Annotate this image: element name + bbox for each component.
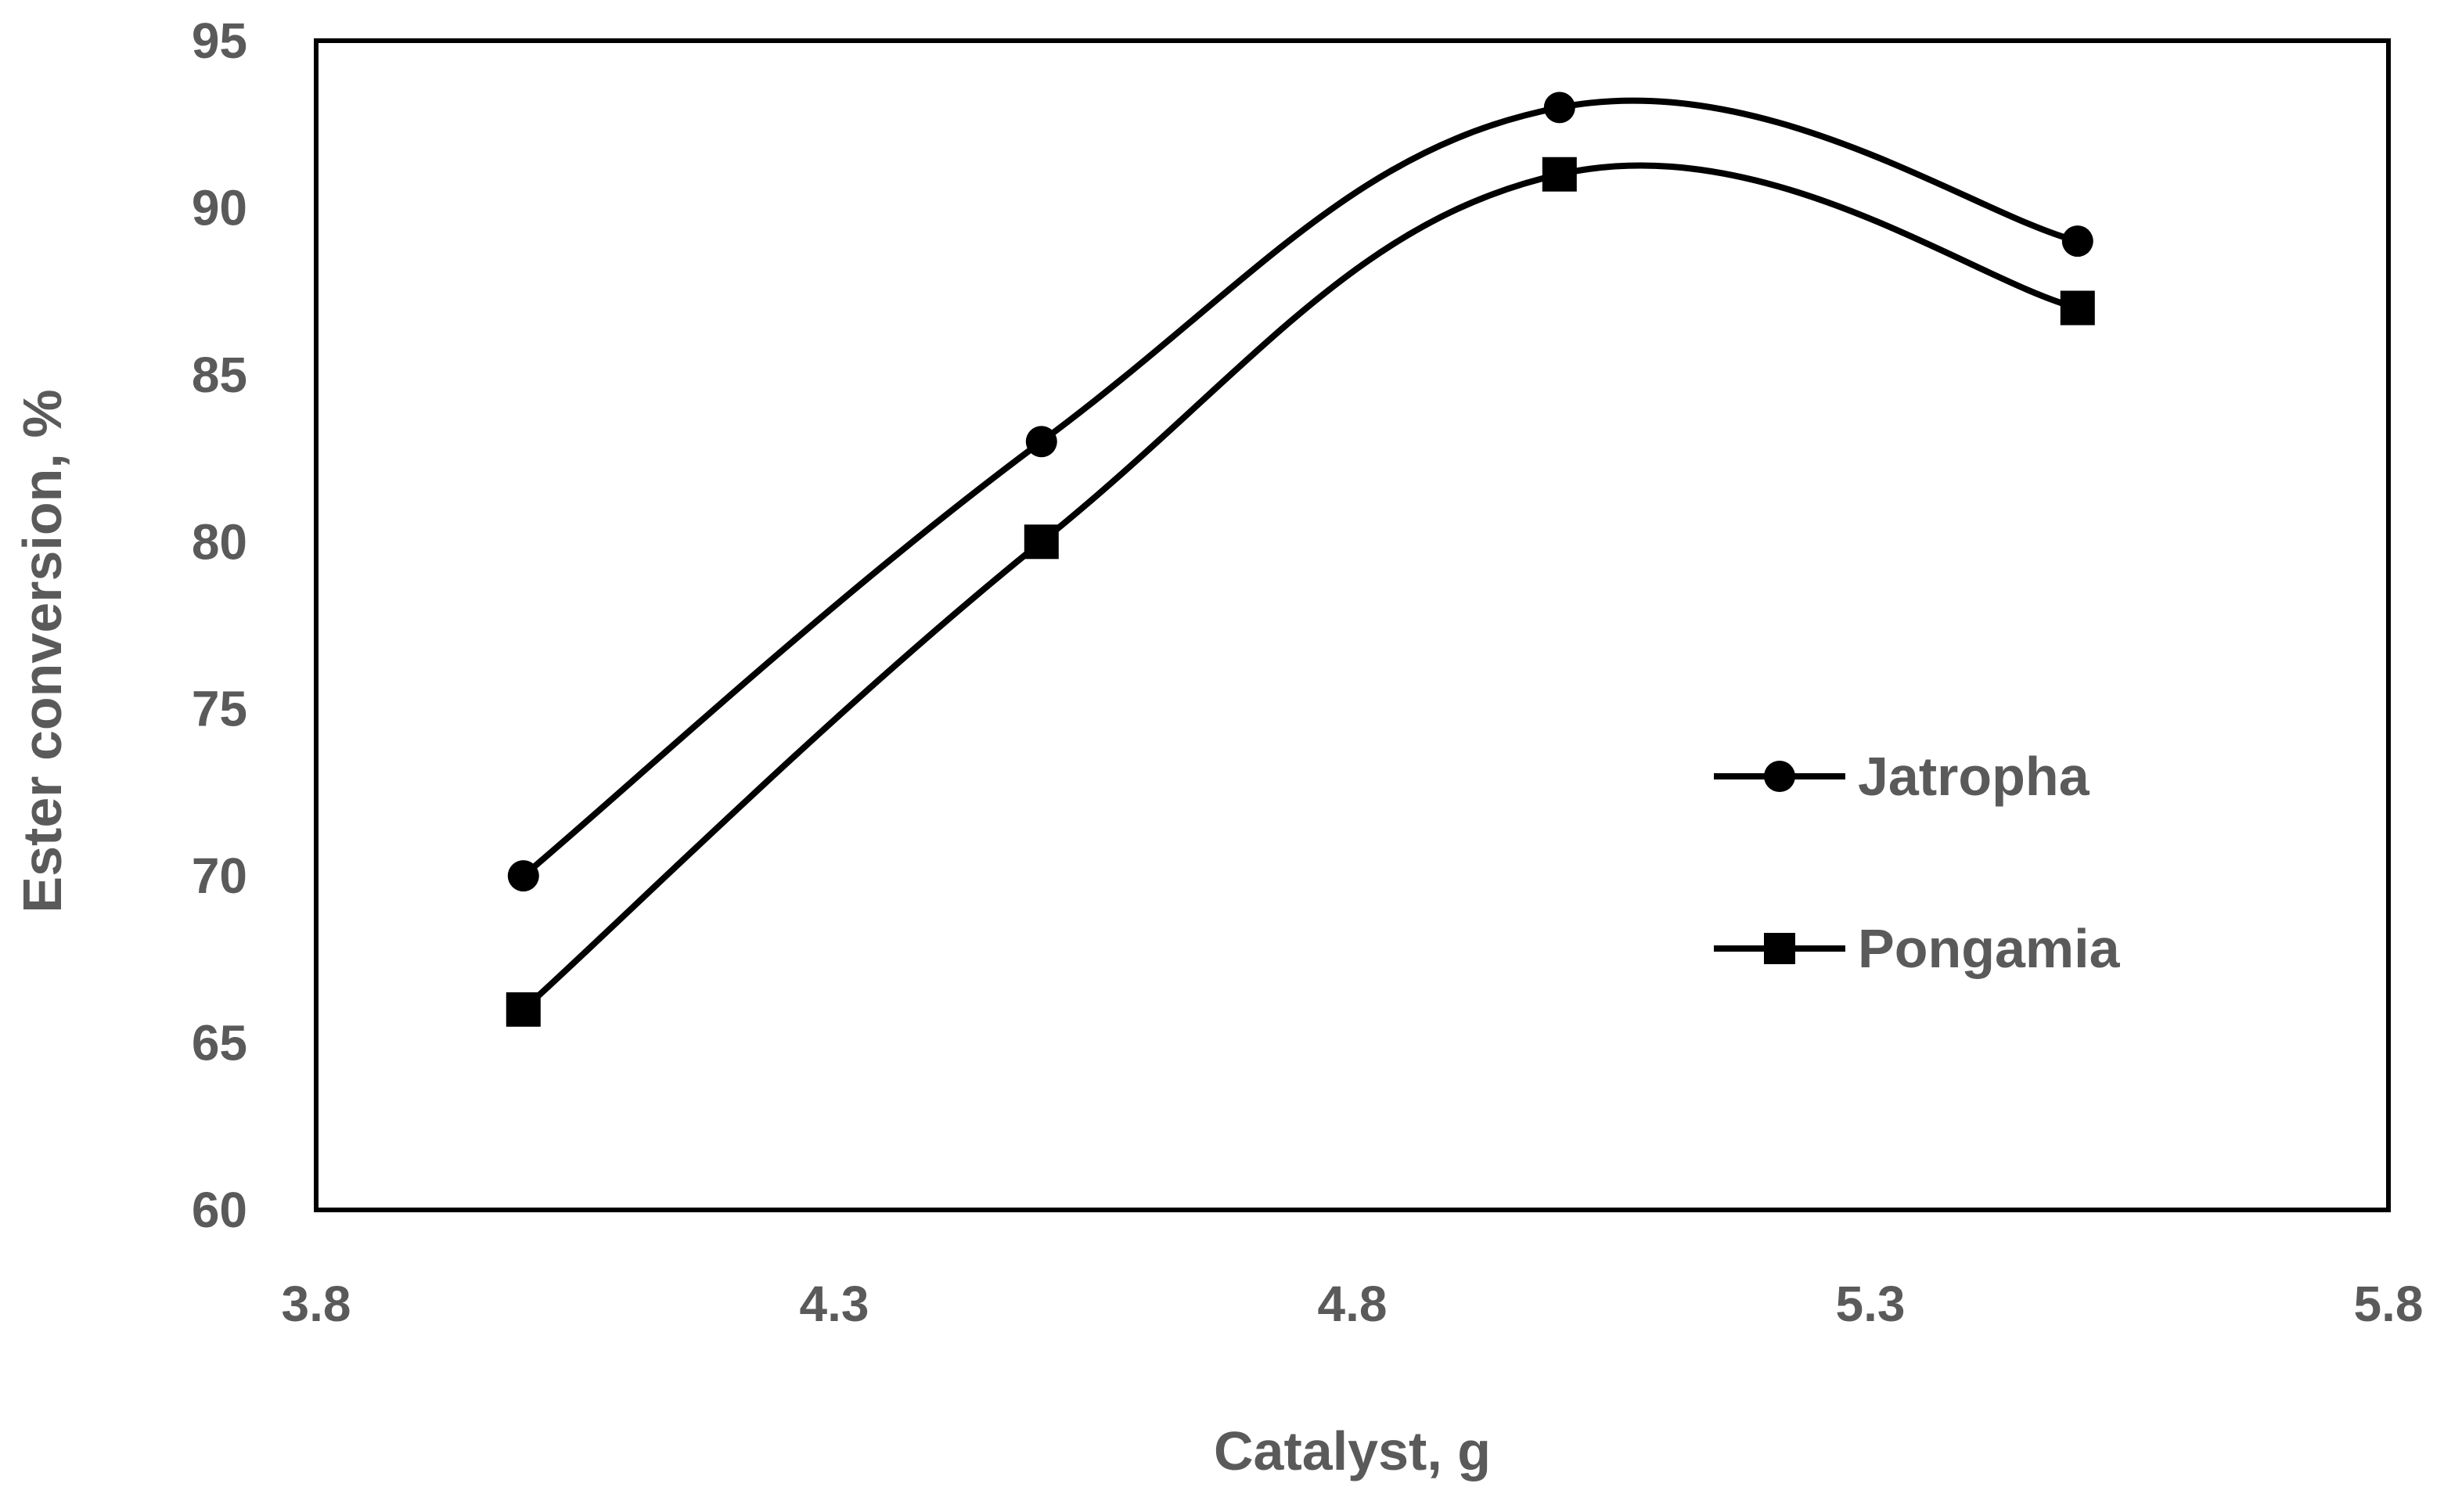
legend-item-pongamia: Pongamia xyxy=(1714,918,2121,979)
legend-label-pongamia: Pongamia xyxy=(1858,918,2121,979)
data-point-pongamia xyxy=(1024,524,1059,560)
data-point-jatropha xyxy=(1025,426,1057,458)
x-tick-label: 4.3 xyxy=(800,1276,869,1332)
legend: Jatropha Pongamia xyxy=(1714,746,2121,979)
x-tick-label: 3.8 xyxy=(282,1276,351,1332)
legend-item-jatropha: Jatropha xyxy=(1714,746,2090,807)
data-point-pongamia xyxy=(2060,290,2095,326)
legend-marker-jatropha xyxy=(1764,761,1795,792)
y-tick-label: 85 xyxy=(192,347,247,403)
y-tick-label: 60 xyxy=(192,1182,247,1238)
y-tick-label: 65 xyxy=(192,1015,247,1071)
x-axis-ticks: 3.8 4.3 4.8 5.3 5.8 xyxy=(282,1276,2424,1332)
x-tick-label: 5.3 xyxy=(1836,1276,1906,1332)
y-tick-label: 90 xyxy=(192,179,247,236)
y-tick-label: 70 xyxy=(192,848,247,904)
plot-area-frame xyxy=(314,38,2391,1212)
data-point-jatropha xyxy=(2061,225,2093,257)
y-tick-label: 95 xyxy=(192,13,247,69)
data-point-pongamia xyxy=(506,992,541,1027)
y-axis-label: Ester conversion, % xyxy=(12,389,73,913)
data-point-pongamia xyxy=(1542,157,1577,192)
data-point-jatropha xyxy=(1543,92,1575,124)
series-line-pongamia xyxy=(520,162,2081,1013)
y-tick-label: 75 xyxy=(192,681,247,737)
x-axis-label: Catalyst, g xyxy=(1214,1420,1491,1481)
series-layer xyxy=(506,92,2095,1027)
x-tick-label: 4.8 xyxy=(1318,1276,1388,1332)
data-point-jatropha xyxy=(507,860,539,892)
y-tick-label: 80 xyxy=(192,513,247,570)
legend-label-jatropha: Jatropha xyxy=(1858,746,2090,807)
x-tick-label: 5.8 xyxy=(2354,1276,2424,1332)
series-line-jatropha xyxy=(520,97,2081,880)
legend-marker-pongamia xyxy=(1764,933,1795,964)
y-axis-ticks: 60 65 70 75 80 85 90 95 xyxy=(192,13,247,1238)
